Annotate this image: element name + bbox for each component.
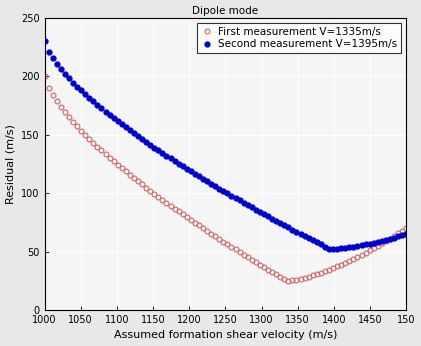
Second measurement V=1395m/s [404, 232, 409, 236]
First measurement V=1335m/s [392, 234, 397, 238]
First measurement V=1335m/s [91, 141, 96, 145]
First measurement V=1335m/s [355, 255, 360, 259]
Second measurement V=1395m/s [42, 39, 47, 43]
First measurement V=1335m/s [298, 277, 303, 281]
First measurement V=1335m/s [404, 226, 409, 230]
X-axis label: Assumed formation shear velocity (m/s): Assumed formation shear velocity (m/s) [114, 330, 337, 340]
Second measurement V=1395m/s [347, 245, 352, 249]
First measurement V=1335m/s [347, 259, 352, 263]
Second measurement V=1395m/s [294, 230, 299, 234]
Line: First measurement V=1335m/s: First measurement V=1335m/s [42, 74, 409, 283]
First measurement V=1335m/s [42, 74, 47, 78]
First measurement V=1335m/s [152, 192, 157, 196]
Second measurement V=1395m/s [355, 244, 360, 248]
First measurement V=1335m/s [286, 279, 291, 283]
Line: Second measurement V=1395m/s: Second measurement V=1395m/s [42, 39, 409, 252]
Second measurement V=1395m/s [330, 247, 336, 251]
Legend: First measurement V=1335m/s, Second measurement V=1395m/s: First measurement V=1335m/s, Second meas… [197, 23, 401, 53]
Title: Dipole mode: Dipole mode [192, 6, 258, 16]
Y-axis label: Residual (m/s): Residual (m/s) [5, 124, 16, 204]
Second measurement V=1395m/s [91, 99, 96, 103]
Second measurement V=1395m/s [392, 236, 397, 240]
Second measurement V=1395m/s [152, 146, 157, 150]
